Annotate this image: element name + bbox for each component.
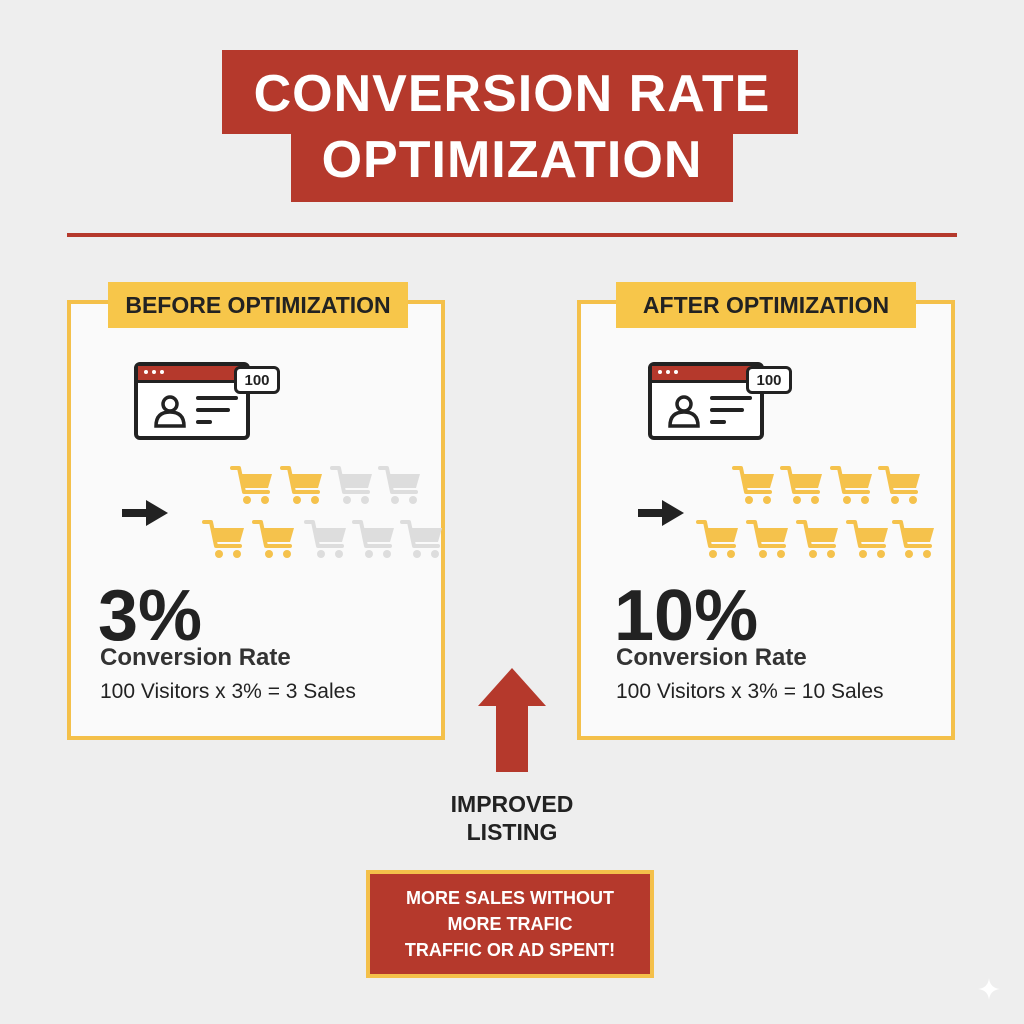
shopping-cart-icon-filled bbox=[732, 462, 778, 513]
improved-line2: LISTING bbox=[466, 819, 558, 845]
arrow-right-icon bbox=[122, 500, 168, 526]
title-divider bbox=[67, 233, 957, 237]
shopping-cart-icon-filled bbox=[846, 516, 892, 567]
shopping-cart-icon-filled bbox=[696, 516, 742, 567]
shopping-cart-icon-filled bbox=[892, 516, 938, 567]
shopping-cart-icon-filled bbox=[878, 462, 924, 513]
shopping-cart-icon-empty bbox=[400, 516, 446, 567]
user-profile-icon bbox=[154, 395, 186, 428]
page-title-line1: CONVERSION RATE bbox=[253, 65, 771, 123]
visitors-badge: 100 bbox=[234, 366, 280, 394]
cta-line3: TRAFFIC OR AD SPENT! bbox=[404, 940, 616, 960]
shopping-cart-icon-filled bbox=[202, 516, 248, 567]
shopping-cart-icon-filled bbox=[796, 516, 842, 567]
shopping-cart-icon-filled bbox=[780, 462, 826, 513]
shopping-cart-icon-filled bbox=[230, 462, 276, 513]
browser-window-icon bbox=[134, 362, 250, 440]
before-label: BEFORE OPTIMIZATION bbox=[108, 282, 408, 328]
title-banner-bottom bbox=[291, 122, 733, 202]
shopping-cart-icon-filled bbox=[830, 462, 876, 513]
before-metric-label: Conversion Rate bbox=[100, 644, 291, 671]
browser-window-icon bbox=[648, 362, 764, 440]
arrow-right-icon bbox=[638, 500, 684, 526]
shopping-cart-icon-empty bbox=[378, 462, 424, 513]
shopping-cart-icon-filled bbox=[280, 462, 326, 513]
after-formula: 100 Visitors x 3% = 10 Sales bbox=[616, 680, 884, 703]
title-banner-top bbox=[222, 50, 798, 134]
page-title-line2: OPTIMIZATION bbox=[321, 131, 703, 189]
cta-line1: MORE SALES WITHOUT bbox=[406, 888, 614, 908]
shopping-cart-icon-empty bbox=[352, 516, 398, 567]
cta-box: MORE SALES WITHOUT MORE TRAFIC TRAFFIC O… bbox=[366, 870, 654, 978]
shopping-cart-icon-empty bbox=[304, 516, 350, 567]
improved-listing-label: IMPROVED LISTING bbox=[412, 790, 612, 846]
shopping-cart-icon-filled bbox=[252, 516, 298, 567]
before-percent: 3% bbox=[98, 576, 203, 656]
cta-line2: MORE TRAFIC bbox=[447, 914, 573, 934]
sparkle-icon bbox=[978, 978, 1000, 1000]
after-percent: 10% bbox=[614, 576, 759, 656]
shopping-cart-icon-empty bbox=[330, 462, 376, 513]
up-arrow-icon bbox=[478, 668, 546, 772]
visitors-badge: 100 bbox=[746, 366, 792, 394]
after-metric-label: Conversion Rate bbox=[616, 644, 807, 671]
improved-line1: IMPROVED bbox=[450, 791, 574, 817]
after-label: AFTER OPTIMIZATION bbox=[616, 282, 916, 328]
before-formula: 100 Visitors x 3% = 3 Sales bbox=[100, 680, 356, 703]
user-profile-icon bbox=[668, 395, 700, 428]
shopping-cart-icon-filled bbox=[746, 516, 792, 567]
